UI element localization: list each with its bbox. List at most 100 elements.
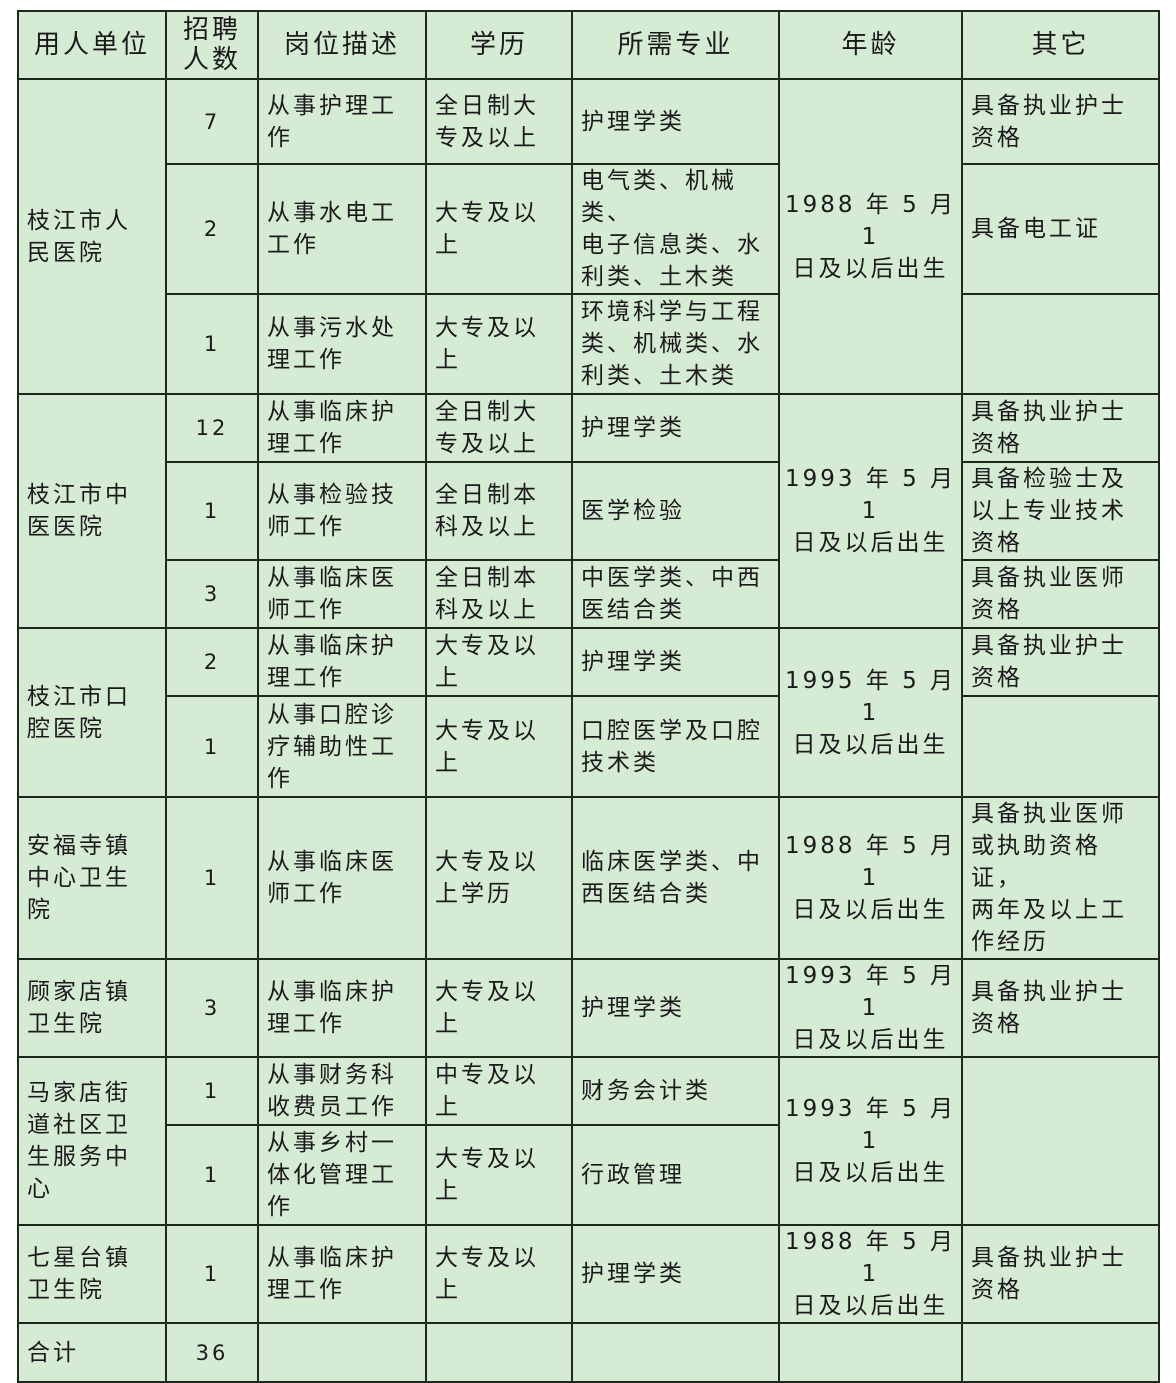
age-cell: 1988 年 5 月 1 日及以后出生: [778, 78, 963, 395]
header-count: 招聘 人数: [165, 10, 259, 80]
other-cell: 具备执业护士 资格: [961, 78, 1160, 165]
major-cell: 口腔医学及口腔 技术类: [571, 695, 780, 798]
major-cell: 电气类、机械类、 电子信息类、水 利类、土木类: [571, 163, 780, 295]
major-cell: 财务会计类: [571, 1056, 780, 1126]
age-cell: 1988 年 5 月 1 日及以后出生: [778, 1224, 963, 1324]
description-cell: 从事临床护 理工作: [257, 1224, 427, 1324]
education-cell: 全日制大 专及以上: [425, 78, 573, 165]
other-cell: 具备执业护士 资格: [961, 393, 1160, 463]
table-row: 2 从事水电工 工作 大专及以 上电气类、机械类、 电子信息类、水 利类、土木类 具备…: [18, 163, 1160, 295]
education-cell: 大专及以 上学历: [425, 796, 573, 960]
education-cell: 大专及以 上: [425, 695, 573, 798]
employer-cell: 七星台镇 卫生院: [17, 1224, 167, 1324]
empty-cell: [425, 1322, 573, 1383]
education-cell: 大专及以 上: [425, 293, 573, 395]
age-cell: 1993 年 5 月 1 日及以后出生: [778, 958, 963, 1058]
header-education: 学历: [425, 10, 573, 80]
education-cell: 全日制本 科及以上: [425, 461, 573, 561]
other-cell: 具备执业医师 或执助资格证， 两年及以上工 作经历: [961, 796, 1160, 960]
education-cell: 大专及以 上: [425, 958, 573, 1058]
table-row: 安福寺镇 中心卫生 院 1 从事临床医 师工作 大专及以 上学历 临床医学类、中 西医结…: [17, 796, 1160, 960]
major-cell: 护理学类: [571, 627, 780, 697]
major-cell: 环境科学与工程 类、机械类、水 利类、土木类: [571, 293, 780, 395]
table-row: 枝江市人 民医院 7 从事护理工 作全日制大 专及以上 护理学类 1988 年 5 月 …: [17, 78, 1160, 395]
table-row: 马家店街 道社区卫 生服务中 心 1 从事财务科 收费员工作 中专及以 上财务会计类 1…: [17, 1056, 1160, 1226]
table-row: 枝江市中 医医院 12 从事临床护 理工作 全日制大 专及以上 护理学类 1993 年 5…: [17, 393, 1160, 629]
age-cell: 1995 年 5 月 1 日及以后出生: [778, 627, 963, 798]
other-cell: [961, 1056, 1160, 1226]
other-cell: 具备执业护士 资格: [961, 1224, 1160, 1324]
description-cell: 从事污水处 理工作: [257, 293, 427, 395]
empty-cell: [778, 1322, 963, 1383]
age-cell: 1993 年 5 月 1 日及以后出生: [778, 393, 963, 629]
count-cell: 1: [165, 796, 259, 960]
description-cell: 从事乡村一 体化管理工 作: [257, 1124, 427, 1226]
count-cell: 3: [165, 958, 259, 1058]
header-major: 所需专业: [571, 10, 780, 80]
education-cell: 大专及以 上: [425, 627, 573, 697]
empty-cell: [257, 1322, 427, 1383]
education-cell: 大专及以 上: [425, 163, 573, 295]
age-cell: 1993 年 5 月 1 日及以后出生: [778, 1056, 963, 1226]
header-description: 岗位描述: [257, 10, 427, 80]
count-cell: 7: [165, 78, 259, 165]
age-cell: 1988 年 5 月 1 日及以后出生: [778, 796, 963, 960]
header-other: 其它: [961, 10, 1160, 80]
description-cell: 从事临床护 理工作: [257, 958, 427, 1058]
recruitment-table: 用人单位 招聘 人数 岗位描述 学历 所需专业 年龄 其它 枝江市人 民医院 7 从事护理工 作全…: [17, 10, 1160, 1383]
employer-cell: 马家店街 道社区卫 生服务中 心: [17, 1056, 167, 1226]
total-count: 36: [165, 1322, 259, 1383]
education-cell: 全日制本 科及以上: [425, 559, 573, 629]
total-row: 合计 36: [17, 1322, 1160, 1383]
major-cell: 护理学类: [571, 958, 780, 1058]
count-cell: 1: [165, 695, 259, 798]
count-cell: 1: [165, 1224, 259, 1324]
employer-cell: 顾家店镇 卫生院: [17, 958, 167, 1058]
other-cell: 具备执业医师 资格: [961, 559, 1160, 629]
education-cell: 大专及以 上: [425, 1124, 573, 1226]
count-cell: 1: [165, 1124, 259, 1226]
description-cell: 从事护理工 作: [257, 78, 427, 165]
major-cell: 临床医学类、中 西医结合类: [571, 796, 780, 960]
description-cell: 从事财务科 收费员工作: [257, 1056, 427, 1126]
table-row: 1 从事检验技 师工作 全日制本 科及以上 医学检验 具备检验士及 以上专业技术 资格: [18, 461, 1160, 561]
description-cell: 从事临床护 理工作: [257, 393, 427, 463]
major-cell: 行政管理: [571, 1124, 780, 1226]
major-cell: 护理学类: [571, 1224, 780, 1324]
table-row: 1 从事口腔诊 疗辅助性工 作大专及以 上口腔医学及口腔 技术类: [18, 695, 1160, 798]
other-cell: 具备检验士及 以上专业技术 资格: [961, 461, 1160, 561]
description-cell: 从事检验技 师工作: [257, 461, 427, 561]
count-cell: 1: [165, 293, 259, 395]
other-cell: 具备电工证: [961, 163, 1160, 295]
education-cell: 中专及以 上: [425, 1056, 573, 1126]
major-cell: 护理学类: [571, 78, 780, 165]
other-cell: [961, 695, 1160, 798]
employer-cell: 枝江市口 腔医院: [17, 627, 167, 798]
header-row: 用人单位 招聘 人数 岗位描述 学历 所需专业 年龄 其它: [17, 10, 1160, 80]
major-cell: 护理学类: [571, 393, 780, 463]
other-cell: [961, 293, 1160, 395]
table-row: 1 从事乡村一 体化管理工 作大专及以 上行政管理: [18, 1124, 1159, 1226]
count-cell: 1: [165, 461, 259, 561]
employer-cell: 枝江市中 医医院: [17, 393, 167, 629]
education-cell: 全日制大 专及以上: [425, 393, 573, 463]
count-cell: 1: [165, 1056, 259, 1126]
major-cell: 医学检验: [571, 461, 780, 561]
table-row: 1 从事污水处 理工作 大专及以 上环境科学与工程 类、机械类、水 利类、土木类: [18, 293, 1160, 395]
major-cell: 中医学类、中西 医结合类: [571, 559, 780, 629]
table-row: 3 从事临床医 师工作 全日制本 科及以上 中医学类、中西 医结合类 具备执业医师 资格: [18, 559, 1160, 629]
count-cell: 12: [165, 393, 259, 463]
table-row: 枝江市口 腔医院 2 从事临床护 理工作 大专及以 上护理学类 1995 年 5 月 1…: [17, 627, 1160, 798]
description-cell: 从事水电工 工作: [257, 163, 427, 295]
other-cell: 具备执业护士 资格: [961, 627, 1160, 697]
empty-cell: [571, 1322, 780, 1383]
table-row: 七星台镇 卫生院 1 从事临床护 理工作 大专及以 上护理学类 1988 年 5 月 1…: [17, 1224, 1160, 1324]
count-cell: 3: [165, 559, 259, 629]
header-age: 年龄: [778, 10, 963, 80]
description-cell: 从事临床医 师工作: [257, 796, 427, 960]
table-row: 顾家店镇 卫生院 3 从事临床护 理工作 大专及以 上护理学类 1993 年 5 月 1…: [17, 958, 1160, 1058]
empty-cell: [961, 1322, 1160, 1383]
description-cell: 从事口腔诊 疗辅助性工 作: [257, 695, 427, 798]
header-unit: 用人单位: [17, 10, 167, 80]
other-cell: 具备执业护士 资格: [961, 958, 1160, 1058]
